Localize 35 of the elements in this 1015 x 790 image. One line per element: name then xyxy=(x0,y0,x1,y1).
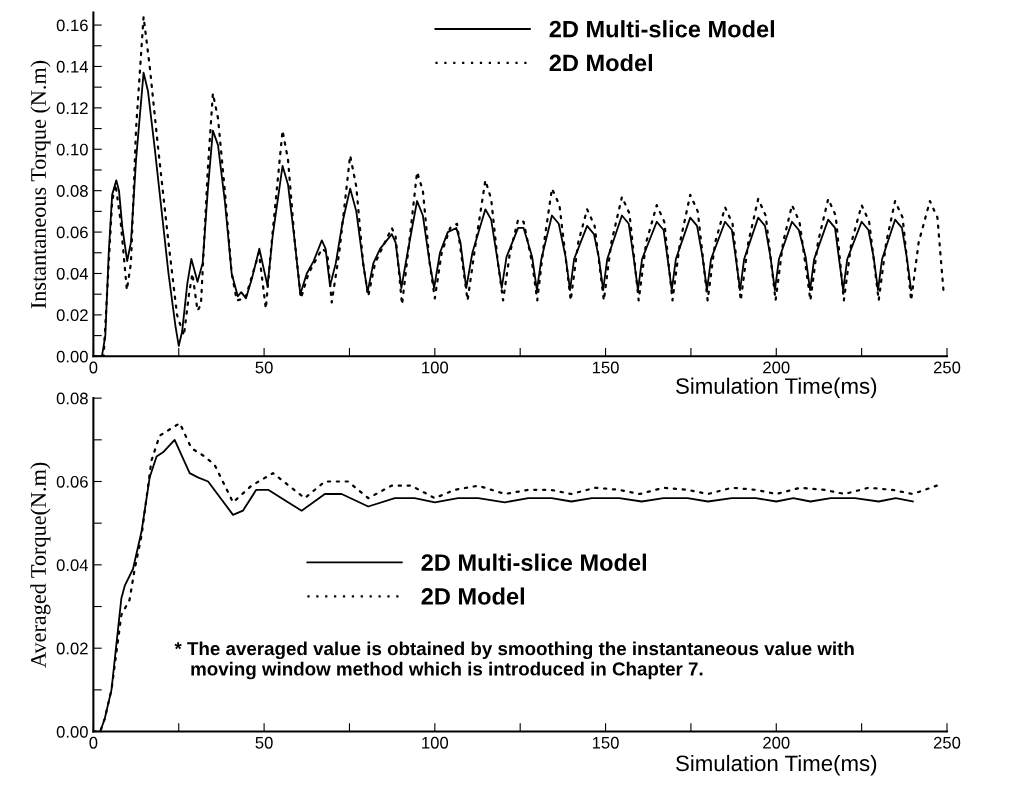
x-tick-label: 50 xyxy=(255,361,273,374)
x-tick-label: 200 xyxy=(763,361,790,374)
y-tick-label: 0.08 xyxy=(56,392,88,405)
y-tick-label: 0.04 xyxy=(56,559,89,572)
y-axis-title: Instantaneous Torque (N.m) xyxy=(30,60,51,309)
y-tick-label: 0.12 xyxy=(56,102,88,115)
y-tick-label: 0.14 xyxy=(56,60,89,73)
x-tick-label: 100 xyxy=(422,361,449,374)
x-tick-label: 150 xyxy=(592,736,619,749)
y-tick-label: 0.16 xyxy=(56,19,88,32)
x-tick-label: 150 xyxy=(592,361,619,374)
y-tick-label: 0.02 xyxy=(56,642,88,655)
x-tick-label: 0 xyxy=(89,361,98,374)
y-tick-label: 0.06 xyxy=(56,475,88,488)
legend-label: 2D Model xyxy=(421,587,524,605)
y-tick-label: 0.00 xyxy=(56,350,88,363)
y-tick-label: 0.08 xyxy=(56,185,88,197)
x-axis-title: Simulation Time(ms) xyxy=(676,754,877,776)
y-tick-label: 0.04 xyxy=(56,267,89,280)
x-tick-label: 0 xyxy=(89,736,98,749)
legend-label: 2D Model xyxy=(549,53,653,72)
x-tick-label: 100 xyxy=(422,736,449,749)
legend-label: 2D Multi-slice Model xyxy=(421,553,646,571)
x-tick-label: 250 xyxy=(933,736,961,749)
x-tick-label: 250 xyxy=(933,361,961,374)
y-tick-label: 0.02 xyxy=(56,309,88,322)
y-tick-label: 0.00 xyxy=(56,725,88,738)
y-axis-title: Averaged Torque(N.m) xyxy=(30,462,51,668)
annotation: * The averaged value is obtained by smoothing the instantaneous value with moving window method which is introduced in Chapter 7. xyxy=(174,641,854,680)
x-axis-title: Simulation Time(ms) xyxy=(676,377,877,399)
legend-label: 2D Multi-slice Model xyxy=(549,20,775,38)
x-tick-label: 50 xyxy=(255,736,273,749)
y-tick-label: 0.06 xyxy=(56,226,88,239)
x-tick-label: 200 xyxy=(763,736,790,749)
y-tick-label: 0.10 xyxy=(56,143,88,156)
